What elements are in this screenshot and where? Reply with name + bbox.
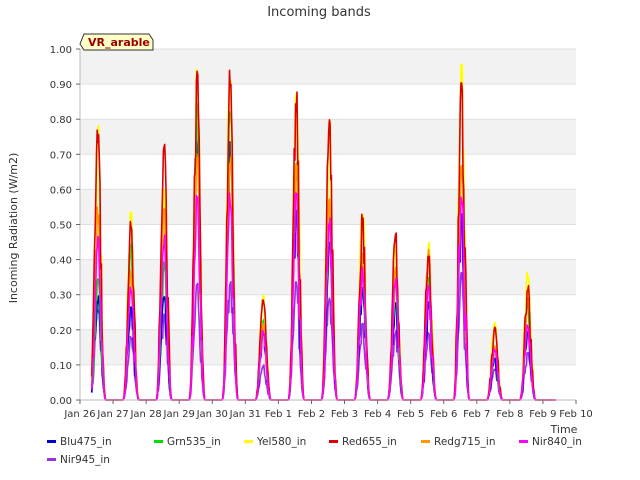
background-band	[80, 329, 576, 365]
y-tick-label: 0.60	[50, 185, 72, 196]
x-tick-label: Jan 30	[196, 409, 228, 420]
y-tick-label: 0.50	[50, 221, 72, 232]
x-tick-label: Feb 4	[364, 409, 391, 420]
y-tick-label: 0.70	[50, 150, 72, 161]
axes: 0.00 0.10 0.20 0.30 0.40 0.50 0.60 0.70 0.80 0.90…	[50, 45, 593, 420]
y-tick-label: 0.90	[50, 80, 72, 91]
x-tick-label: Feb 9	[529, 409, 556, 420]
legend-label: Nir840_in	[532, 436, 582, 448]
x-tick-label: Feb 3	[331, 409, 358, 420]
legend-label: Blu475_in	[60, 436, 112, 448]
x-tick-label: Feb 2	[298, 409, 325, 420]
x-tick-label: Jan 26	[63, 409, 95, 420]
legend-swatch	[47, 440, 56, 443]
legend-item-grn535-in: Grn535_in	[154, 436, 221, 448]
legend-label: Red655_in	[342, 436, 397, 448]
y-tick-label: 1.00	[50, 45, 72, 56]
y-axis-label: Incoming Radiation (W/m2)	[7, 153, 20, 304]
annotation-box: VR_arable	[79, 33, 154, 51]
legend-item-yel580-in: Yel580_in	[244, 436, 306, 448]
y-tick-label: 0.80	[50, 115, 72, 126]
annotation-label: VR_arable	[88, 36, 150, 49]
x-tick-label: Feb 10	[559, 409, 593, 420]
legend-item-nir945-in: Nir945_in	[47, 454, 110, 466]
legend-swatch	[329, 440, 338, 443]
legend-label: Redg715_in	[434, 436, 495, 448]
x-tick-label: Jan 27	[96, 409, 128, 420]
legend-label: Yel580_in	[256, 436, 306, 448]
x-tick-label: Jan 28	[129, 409, 161, 420]
x-tick-label: Feb 5	[397, 409, 424, 420]
x-axis-label: Time	[550, 423, 578, 436]
y-tick-label: 0.20	[50, 326, 72, 337]
y-tick-label: 0.30	[50, 291, 72, 302]
x-tick-label: Feb 8	[496, 409, 523, 420]
legend-item-nir840-in: Nir840_in	[519, 436, 582, 448]
x-tick-label: Jan 29	[163, 409, 195, 420]
legend-swatch	[421, 440, 430, 443]
y-tick-label: 0.10	[50, 361, 72, 372]
x-tick-label: Jan 31	[229, 409, 261, 420]
legend-swatch	[154, 440, 163, 443]
legend: Blu475_in Grn535_in Yel580_in Red655_in Redg…	[47, 436, 582, 466]
chart-title: Incoming bands	[267, 5, 371, 20]
legend-swatch	[244, 440, 253, 443]
background-band	[80, 49, 576, 85]
legend-item-blu475-in: Blu475_in	[47, 436, 112, 448]
x-tick-label: Feb 1	[265, 409, 292, 420]
legend-swatch	[519, 440, 528, 443]
x-tick-label: Feb 6	[430, 409, 457, 420]
x-tick-label: Feb 7	[463, 409, 490, 420]
legend-label: Grn535_in	[167, 436, 221, 448]
legend-label: Nir945_in	[60, 454, 110, 466]
legend-item-red655-in: Red655_in	[329, 436, 397, 448]
y-tick-label: 0.00	[50, 396, 72, 407]
legend-item-redg715-in: Redg715_in	[421, 436, 495, 448]
legend-swatch	[47, 458, 56, 461]
y-tick-label: 0.40	[50, 256, 72, 267]
